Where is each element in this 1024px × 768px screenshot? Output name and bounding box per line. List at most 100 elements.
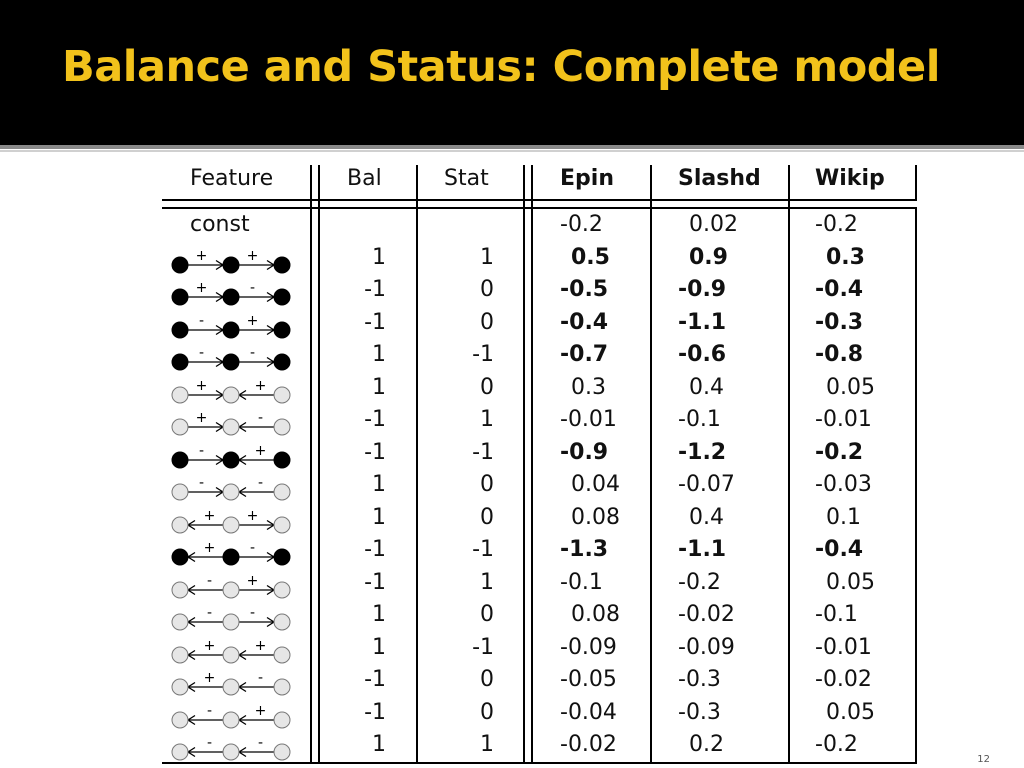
grid-line-horizontal [162, 207, 917, 209]
node-circle [222, 288, 240, 306]
node-circle [273, 353, 291, 371]
cell-epin: 0.5 [571, 244, 610, 270]
node-circle [273, 743, 291, 761]
cell-bal: -1 [364, 439, 386, 465]
cell-bal: -1 [364, 699, 386, 725]
cell-wikip: 0.05 [826, 374, 875, 400]
cell-stat: 1 [480, 569, 494, 595]
node-circle [273, 548, 291, 566]
cell-wikip: -0.03 [815, 472, 872, 497]
cell-slashd: -0.1 [678, 407, 721, 432]
cell-stat: 0 [480, 602, 494, 627]
node-circle [222, 711, 240, 728]
cell-wikip: -0.2 [815, 212, 858, 237]
slide-title: Balance and Status: Complete model [62, 42, 940, 92]
node-circle [273, 516, 291, 533]
grid-line-vertical [318, 165, 320, 762]
triad-feature-icon: -- [171, 735, 291, 761]
cell-stat: -1 [472, 634, 494, 660]
node-circle [222, 386, 240, 403]
edge-sign: - [199, 443, 204, 459]
cell-slashd: -0.02 [678, 602, 735, 627]
node-circle [171, 646, 189, 663]
triad-feature-icon: + - [171, 540, 291, 566]
triad-feature-icon: - + [171, 443, 291, 468]
cell-bal: 1 [372, 342, 386, 367]
cell-stat: 0 [480, 504, 494, 530]
cell-wikip: -0.8 [815, 342, 864, 367]
edge-sign: - [250, 540, 255, 556]
cell-epin: -0.04 [560, 699, 617, 725]
node-circle [222, 353, 240, 371]
node-circle [222, 256, 240, 273]
node-circle [273, 321, 291, 338]
header-feature: Feature [190, 166, 274, 191]
cell-slashd: -0.2 [678, 569, 721, 595]
node-circle [171, 516, 189, 533]
cell-epin: -1.3 [560, 537, 609, 562]
edge-sign: - [258, 735, 263, 751]
grid-line-vertical [523, 165, 525, 762]
edge-sign: + [247, 573, 259, 589]
node-circle [222, 743, 240, 761]
edge-sign: - [258, 670, 263, 686]
header-slashd: Slashd [678, 166, 761, 191]
slide-header: Balance and Status: Complete model [0, 0, 1024, 145]
cell-bal: -1 [364, 569, 386, 595]
node-circle [222, 516, 240, 533]
edge-sign: + [247, 508, 259, 524]
cell-bal: 1 [372, 602, 386, 627]
cell-stat: 0 [480, 374, 494, 400]
node-circle [273, 483, 291, 501]
cell-stat: 0 [480, 277, 494, 302]
node-circle [273, 288, 291, 306]
header-rule-light [0, 150, 1024, 152]
cell-stat: 1 [480, 407, 494, 432]
triad-feature-icon: + + [171, 508, 291, 533]
triad-feature-icon: -- [171, 345, 291, 371]
node-circle [222, 613, 240, 631]
node-circle [222, 548, 240, 566]
cell-epin: 0.04 [571, 472, 620, 497]
edge-sign: + [247, 248, 259, 264]
node-circle [273, 256, 291, 273]
cell-epin: -0.5 [560, 277, 609, 302]
cell-wikip: -0.01 [815, 407, 872, 432]
node-circle [273, 451, 291, 468]
node-circle [273, 386, 291, 403]
node-circle [222, 646, 240, 663]
grid-line-vertical [650, 165, 652, 762]
edge-sign: - [207, 703, 212, 719]
triad-feature-icon: + - [171, 410, 291, 436]
grid-line-horizontal [162, 762, 917, 764]
edge-sign: - [250, 280, 255, 296]
node-circle [171, 711, 189, 728]
node-circle [273, 613, 291, 631]
cell-stat: 0 [480, 699, 494, 725]
edge-sign: + [255, 638, 267, 654]
cell-stat: -1 [472, 342, 494, 367]
node-circle [222, 321, 240, 338]
grid-line-horizontal [162, 199, 917, 201]
cell-bal: 1 [372, 634, 386, 660]
cell-slashd: -0.6 [678, 342, 727, 367]
node-circle [222, 483, 240, 501]
cell-epin: -0.4 [560, 309, 609, 335]
page-number: 12 [977, 754, 990, 765]
header-rule [0, 145, 1024, 149]
cell-epin: 0.08 [571, 504, 620, 530]
node-circle [171, 353, 189, 371]
cell-slashd: -0.3 [678, 699, 721, 725]
cell-stat: 0 [480, 309, 494, 335]
triad-feature-icon: -- [171, 605, 291, 631]
cell-wikip: 0.05 [826, 699, 875, 725]
header-stat: Stat [444, 166, 489, 191]
cell-wikip: -0.2 [815, 732, 858, 757]
cell-slashd: 0.4 [689, 504, 724, 530]
cell-bal: -1 [364, 277, 386, 302]
cell-stat: 1 [480, 244, 494, 270]
edge-sign: + [204, 638, 216, 654]
cell-wikip: -0.3 [815, 309, 864, 335]
node-circle [171, 743, 189, 761]
edge-sign: - [250, 605, 255, 621]
